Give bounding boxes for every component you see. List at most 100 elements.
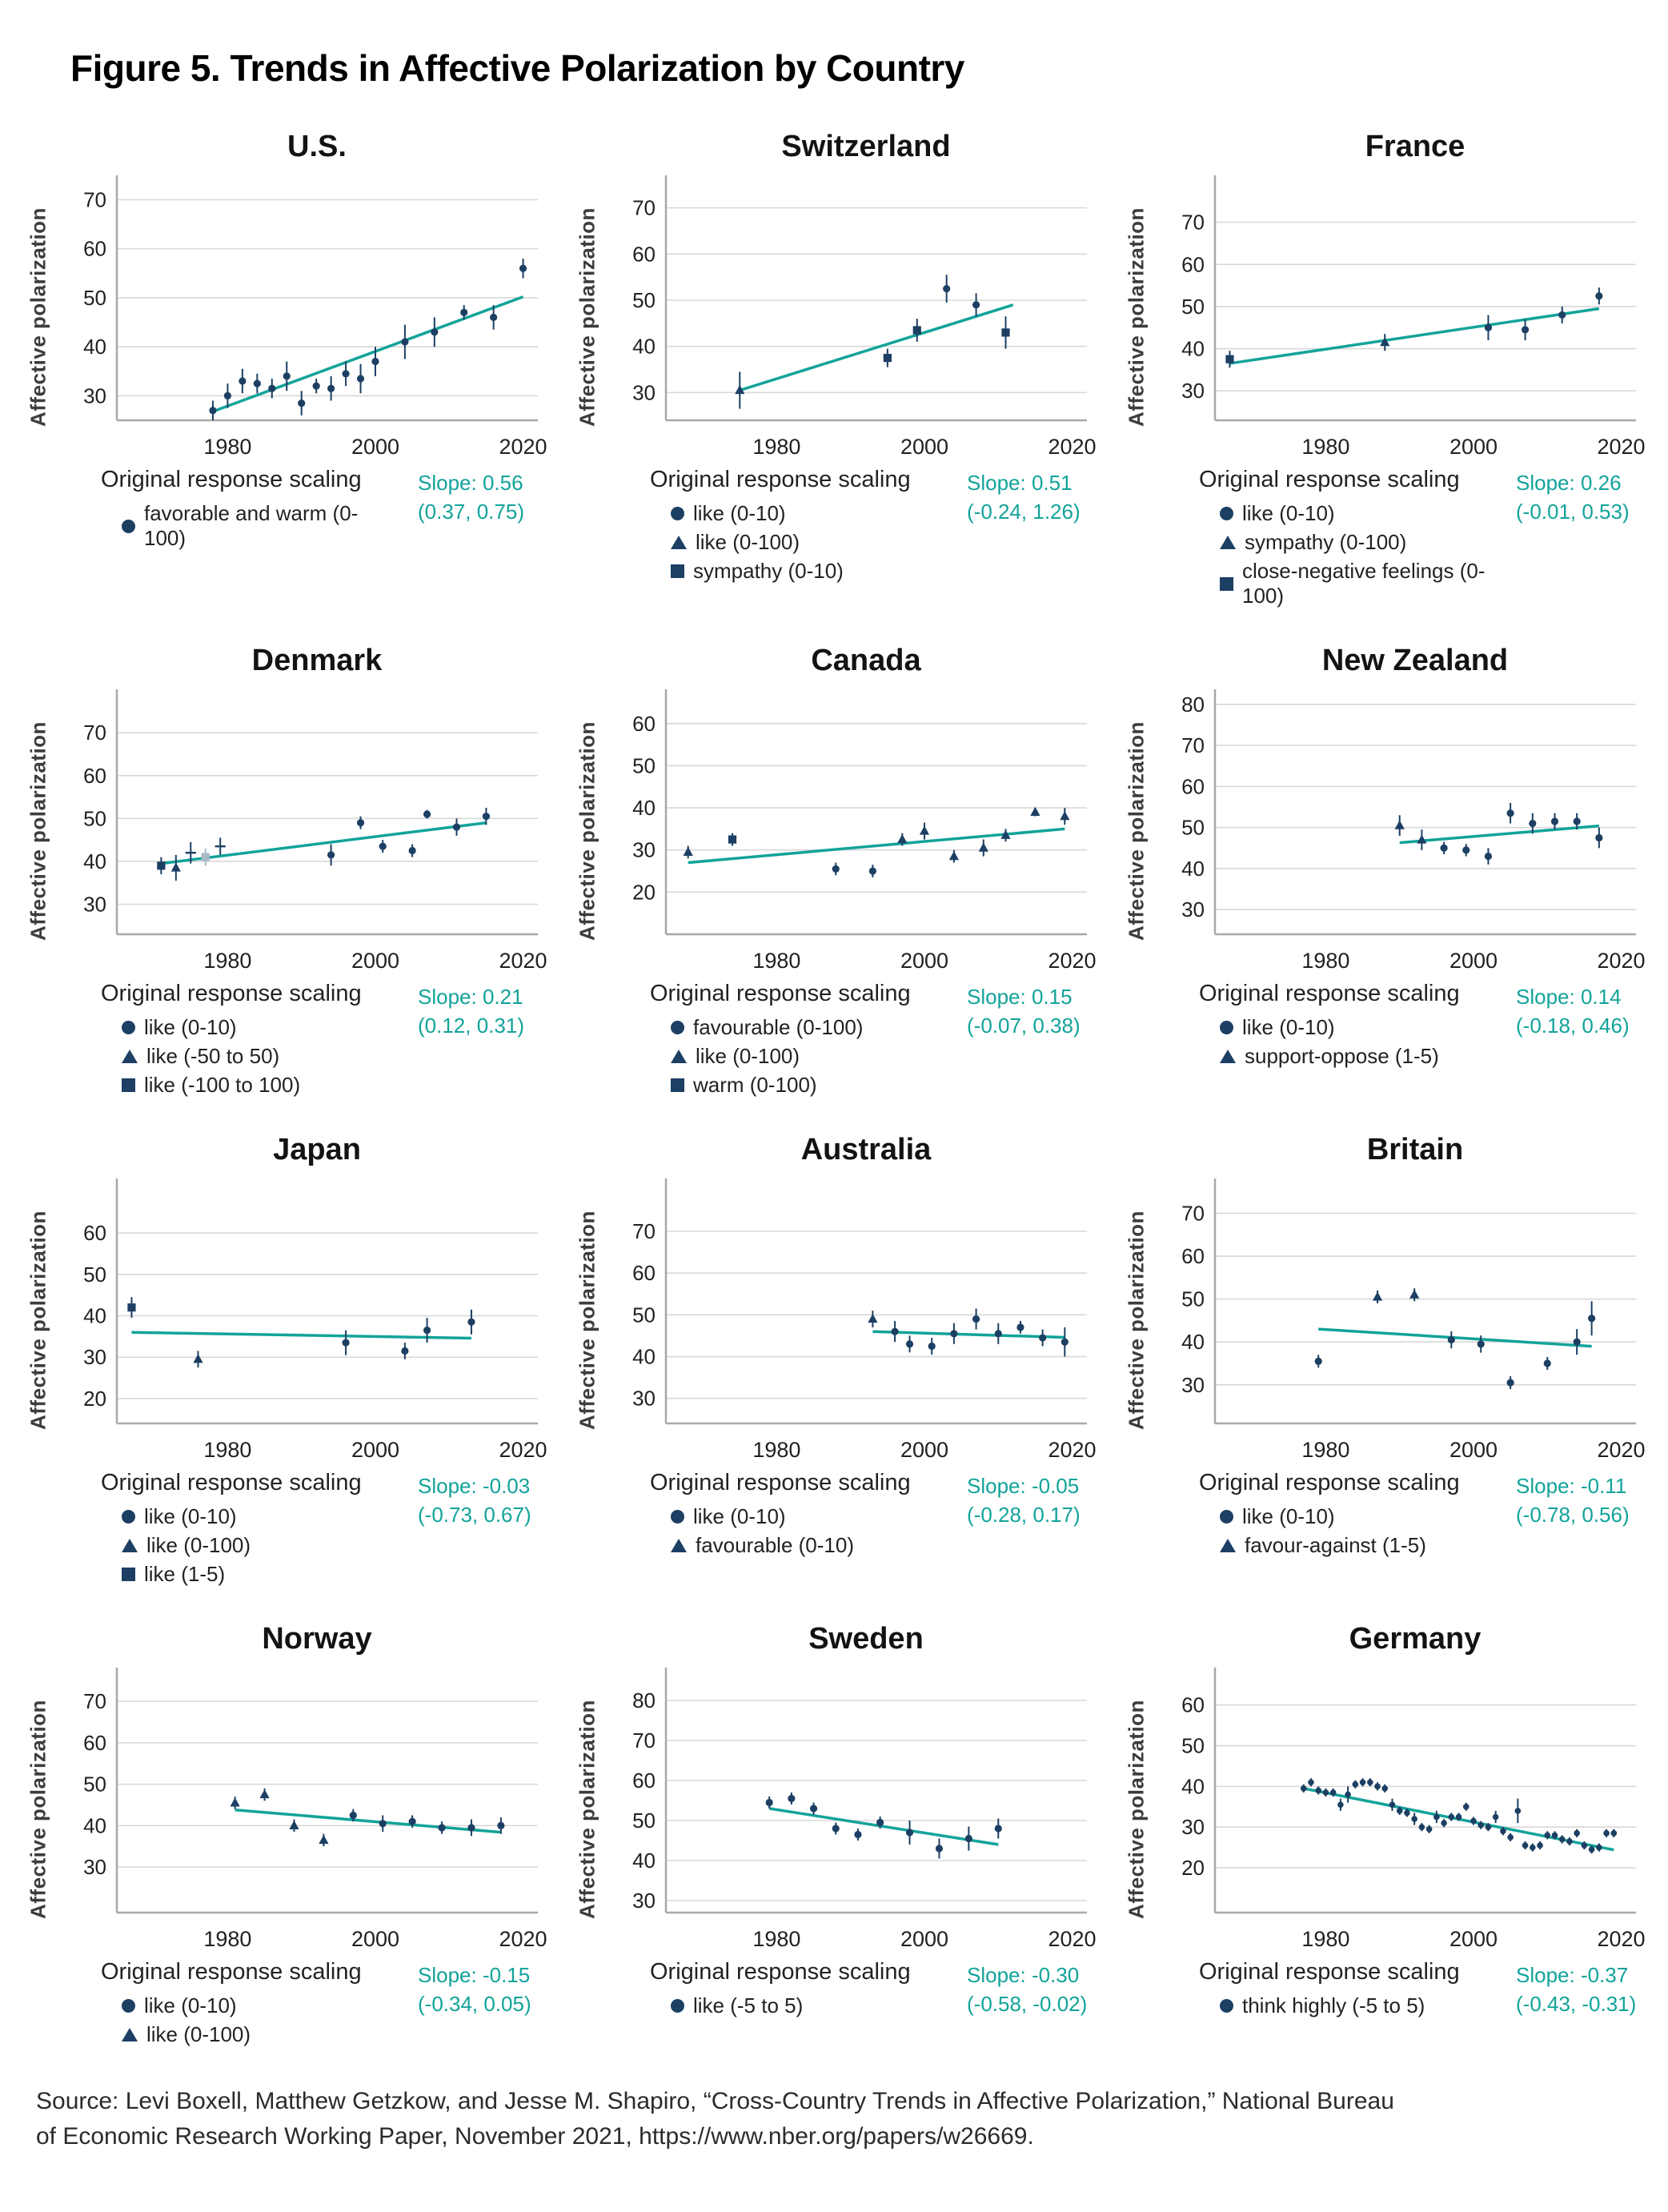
legend-item-label: close-negative feelings (0-100): [1242, 559, 1486, 608]
y-tick-label: 40: [632, 1849, 656, 1873]
circle-marker-icon: [122, 1999, 135, 2013]
data-point: [209, 407, 217, 415]
data-point: [327, 384, 335, 392]
y-tick-label: 60: [83, 1221, 106, 1245]
y-axis-label: Affective polarization: [575, 1210, 599, 1430]
y-tick-label: 30: [1181, 379, 1205, 403]
legend-heading: Original response scaling: [1199, 981, 1460, 1006]
scatter-chart: 30 40 50 60 70 1980 2000 2020: [83, 689, 547, 973]
legend-heading: Original response scaling: [1199, 1470, 1460, 1495]
data-point: [1411, 1816, 1417, 1822]
data-point: [1485, 1824, 1492, 1831]
circle-marker-icon: [122, 519, 135, 533]
data-point: [482, 813, 491, 821]
data-point: [1016, 1323, 1024, 1331]
circle-marker-icon: [671, 1999, 684, 2013]
data-point: [1060, 811, 1070, 821]
y-tick-label: 60: [632, 712, 656, 736]
legend-item: sympathy (0-10): [671, 559, 946, 584]
x-tick-label: 2020: [1049, 1438, 1097, 1462]
y-tick-label: 60: [83, 1731, 106, 1755]
triangle-marker-icon: [1220, 1539, 1236, 1552]
data-point: [1425, 1825, 1433, 1833]
triangle-marker-icon: [1220, 536, 1236, 549]
legend-item-label: support-oppose (1-5): [1245, 1044, 1439, 1068]
data-point: [1588, 1315, 1596, 1323]
data-point: [1409, 1289, 1420, 1299]
x-tick-label: 1980: [1301, 1927, 1349, 1951]
data-point: [1417, 834, 1427, 844]
data-point: [1315, 1787, 1321, 1794]
data-point: [467, 1318, 475, 1326]
y-axis-label: Affective polarization: [26, 207, 50, 427]
legend-heading: Original response scaling: [1199, 467, 1460, 492]
legend-item: like (0-10): [671, 501, 946, 526]
panel-canada: Canada Affective polarization 20 30 40 50 60…: [573, 616, 1111, 1098]
y-tick-label: 70: [1181, 733, 1205, 757]
data-point: [964, 1834, 972, 1843]
chart-grid: U.S. Affective polarization 30 40 50 60 70 19…: [0, 94, 1668, 2047]
slope-value: Slope: 0.15: [967, 985, 1073, 1009]
y-tick-label: 50: [83, 286, 106, 310]
scatter-chart: 30 40 50 60 70 80 1980 2000 2020: [1181, 689, 1646, 973]
data-point: [948, 851, 959, 861]
y-tick-label: 60: [83, 237, 106, 261]
y-axis-label: Affective polarization: [1124, 1210, 1149, 1430]
data-point: [1462, 846, 1470, 854]
legend-item-label: sympathy (0-10): [693, 559, 844, 583]
data-point: [832, 1825, 840, 1833]
data-point: [1300, 1785, 1307, 1792]
legend-item: like (-50 to 50): [122, 1044, 397, 1069]
y-tick-label: 30: [83, 893, 106, 917]
legend-item-label: favour-against (1-5): [1245, 1533, 1426, 1557]
data-point: [1366, 1779, 1373, 1786]
data-point: [1359, 1779, 1366, 1786]
y-tick-label: 60: [1181, 1693, 1205, 1717]
legend-item: like (-5 to 5): [671, 1993, 946, 2018]
data-point: [891, 1327, 899, 1335]
panel-france: France Affective polarization 30 40 50 60 70…: [1122, 102, 1660, 608]
legend-item-label: like (1-5): [144, 1562, 226, 1586]
legend-item-label: like (0-10): [693, 501, 786, 525]
circle-marker-icon: [1220, 507, 1233, 520]
x-tick-label: 2000: [351, 435, 399, 459]
slope-annotation: Slope: -0.05 (-0.28, 0.17): [967, 1470, 1081, 1558]
data-point: [832, 865, 840, 873]
legend-item: favour-against (1-5): [1220, 1533, 1495, 1558]
data-point: [905, 1829, 914, 1837]
data-point: [1543, 1359, 1551, 1367]
data-point: [1566, 1838, 1573, 1845]
panel-switzerland: Switzerland Affective polarization 30 40 5…: [573, 102, 1111, 608]
data-point: [401, 1347, 409, 1355]
legend-heading: Original response scaling: [101, 1959, 362, 1985]
data-point: [342, 1339, 350, 1347]
square-marker-icon: [671, 564, 684, 578]
data-point: [1448, 1813, 1455, 1821]
legend-heading: Original response scaling: [650, 467, 911, 492]
legend-item-label: favourable (0-10): [696, 1533, 854, 1557]
legend-heading: Original response scaling: [1199, 1959, 1460, 1985]
y-tick-label: 20: [632, 880, 656, 904]
data-point: [950, 1330, 958, 1338]
legend-item-label: like (0-10): [1242, 1504, 1335, 1528]
y-tick-label: 30: [83, 1345, 106, 1369]
scatter-chart: 20 30 40 50 60 1980 2000 2020: [1181, 1668, 1646, 1951]
x-tick-label: 1980: [752, 1927, 800, 1951]
legend-item-label: like (0-100): [696, 530, 800, 554]
data-point: [423, 1327, 431, 1335]
y-tick-label: 70: [632, 1219, 656, 1243]
legend-item: close-negative feelings (0-100): [1220, 559, 1495, 608]
slope-ci: (-0.18, 0.46): [1516, 1014, 1630, 1038]
slope-annotation: Slope: 0.51 (-0.24, 1.26): [967, 467, 1081, 584]
y-tick-label: 50: [83, 1263, 106, 1287]
legend-item-label: like (0-100): [146, 2022, 251, 2046]
y-tick-label: 50: [1181, 295, 1205, 319]
legend-items: like (0-10) sympathy (0-100) close-negativ…: [1220, 501, 1495, 608]
data-point: [519, 264, 527, 272]
data-point: [1492, 1813, 1499, 1821]
data-point: [683, 846, 693, 856]
data-point: [1551, 1832, 1558, 1839]
y-tick-label: 40: [83, 849, 106, 873]
y-tick-label: 40: [632, 1345, 656, 1369]
data-point: [379, 1820, 387, 1828]
